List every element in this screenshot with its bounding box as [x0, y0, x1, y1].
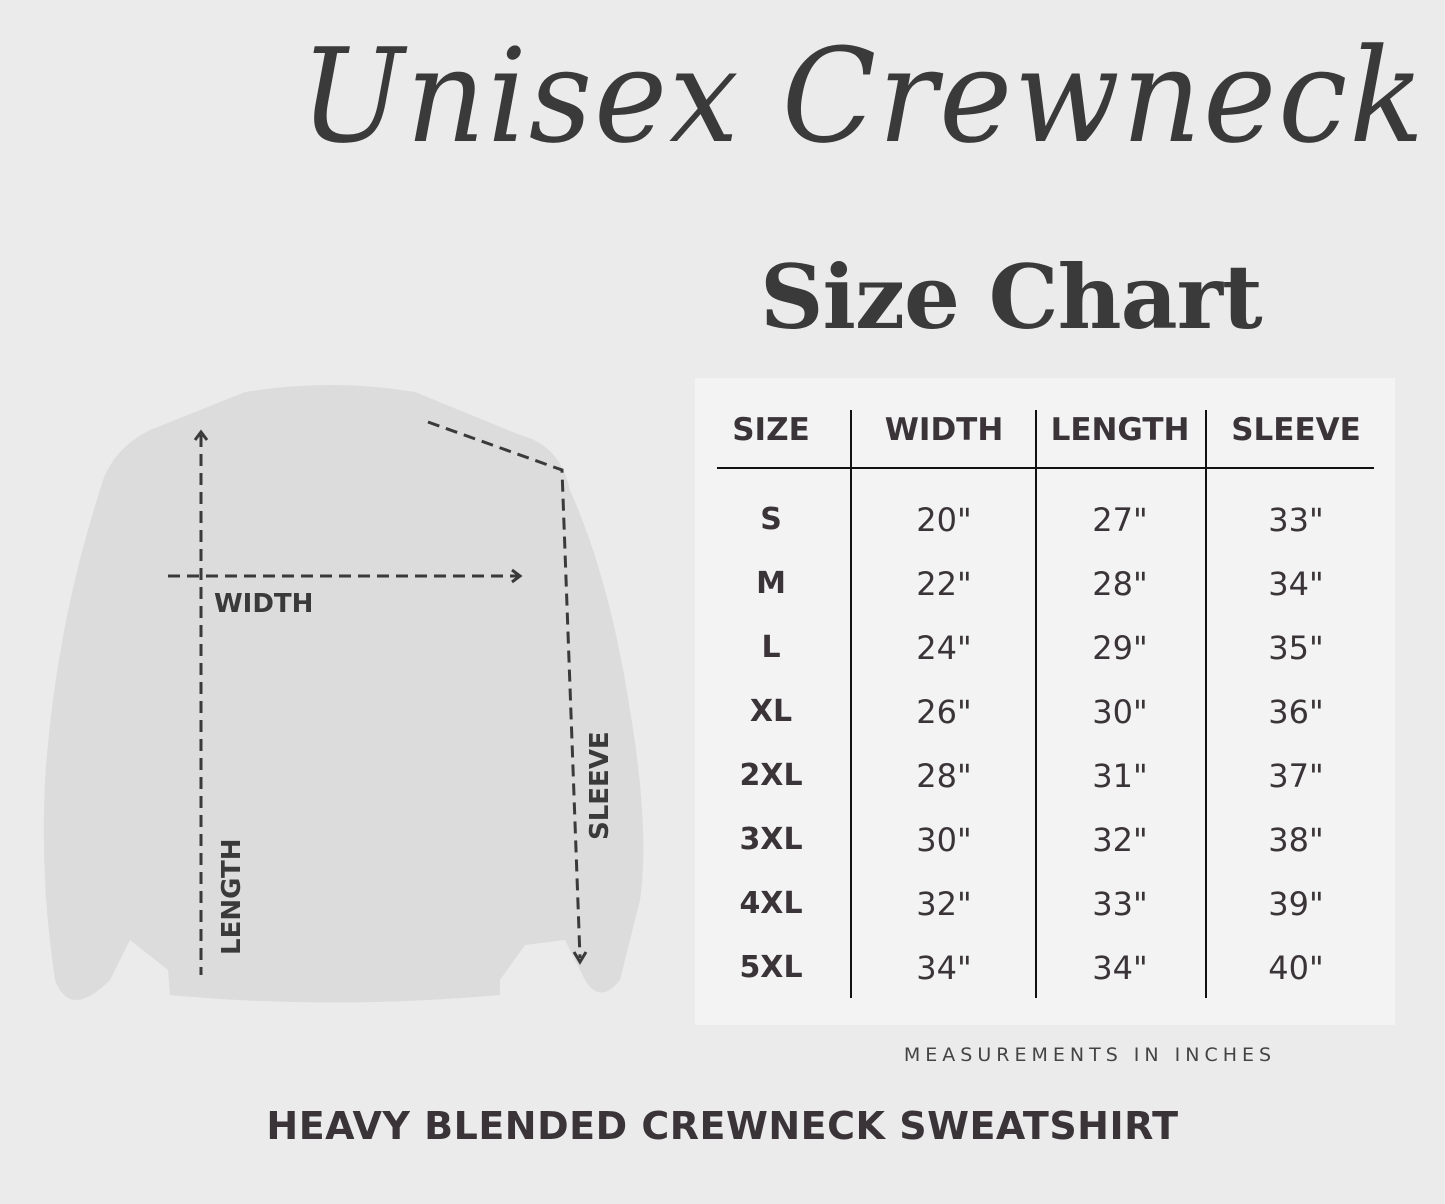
cell-sleeve: 38": [1268, 821, 1324, 859]
header-divider: [717, 467, 1374, 469]
cell-sleeve: 33": [1268, 501, 1324, 539]
length-arrowhead-icon: [193, 429, 209, 441]
cell-length: 32": [1092, 821, 1148, 859]
column-divider: [1205, 410, 1207, 998]
cell-width: 26": [916, 693, 972, 731]
cell-sleeve: 36": [1268, 693, 1324, 731]
cell-width: 34": [916, 949, 972, 987]
cell-size: 2XL: [739, 758, 803, 793]
cell-size: M: [756, 566, 786, 601]
sleeve-arrowhead-icon: [572, 951, 588, 965]
sweatshirt-shape: [43, 385, 644, 1003]
title-subtitle: Size Chart: [760, 245, 1263, 349]
column-divider: [1035, 410, 1037, 998]
width-label: WIDTH: [214, 589, 313, 619]
sleeve-label: SLEEVE: [585, 731, 615, 840]
cell-size: L: [761, 630, 781, 665]
measurement-note: MEASUREMENTS IN INCHES: [903, 1044, 1277, 1066]
cell-sleeve: 34": [1268, 565, 1324, 603]
cell-length: 29": [1092, 629, 1148, 667]
cell-size: 5XL: [739, 950, 803, 985]
cell-length: 30": [1092, 693, 1148, 731]
sleeve-arrow-line: [427, 420, 582, 959]
cell-width: 30": [916, 821, 972, 859]
cell-sleeve: 35": [1268, 629, 1324, 667]
width-arrowhead-icon: [511, 568, 523, 584]
product-name: HEAVY BLENDED CREWNECK SWEATSHIRT: [266, 1104, 1179, 1148]
cell-length: 28": [1092, 565, 1148, 603]
title-script: Unisex Crewneck: [300, 20, 1426, 172]
header-width: WIDTH: [884, 412, 1004, 448]
cell-width: 28": [916, 757, 972, 795]
cell-size: 3XL: [739, 822, 803, 857]
cell-size: S: [760, 502, 782, 537]
cell-length: 27": [1092, 501, 1148, 539]
cell-width: 20": [916, 501, 972, 539]
column-divider: [850, 410, 852, 998]
sweatshirt-diagram: WIDTH LENGTH SLEEVE: [43, 385, 644, 1003]
cell-length: 33": [1092, 885, 1148, 923]
header-length: LENGTH: [1050, 412, 1190, 448]
cell-size: 4XL: [739, 886, 803, 921]
length-label: LENGTH: [217, 839, 247, 955]
cell-sleeve: 39": [1268, 885, 1324, 923]
cell-width: 24": [916, 629, 972, 667]
cell-width: 22": [916, 565, 972, 603]
header-size: SIZE: [732, 412, 810, 448]
cell-sleeve: 40": [1268, 949, 1324, 987]
size-table-panel: [695, 378, 1395, 1025]
header-sleeve: SLEEVE: [1231, 412, 1361, 448]
cell-length: 34": [1092, 949, 1148, 987]
cell-width: 32": [916, 885, 972, 923]
cell-length: 31": [1092, 757, 1148, 795]
cell-sleeve: 37": [1268, 757, 1324, 795]
cell-size: XL: [749, 694, 793, 729]
